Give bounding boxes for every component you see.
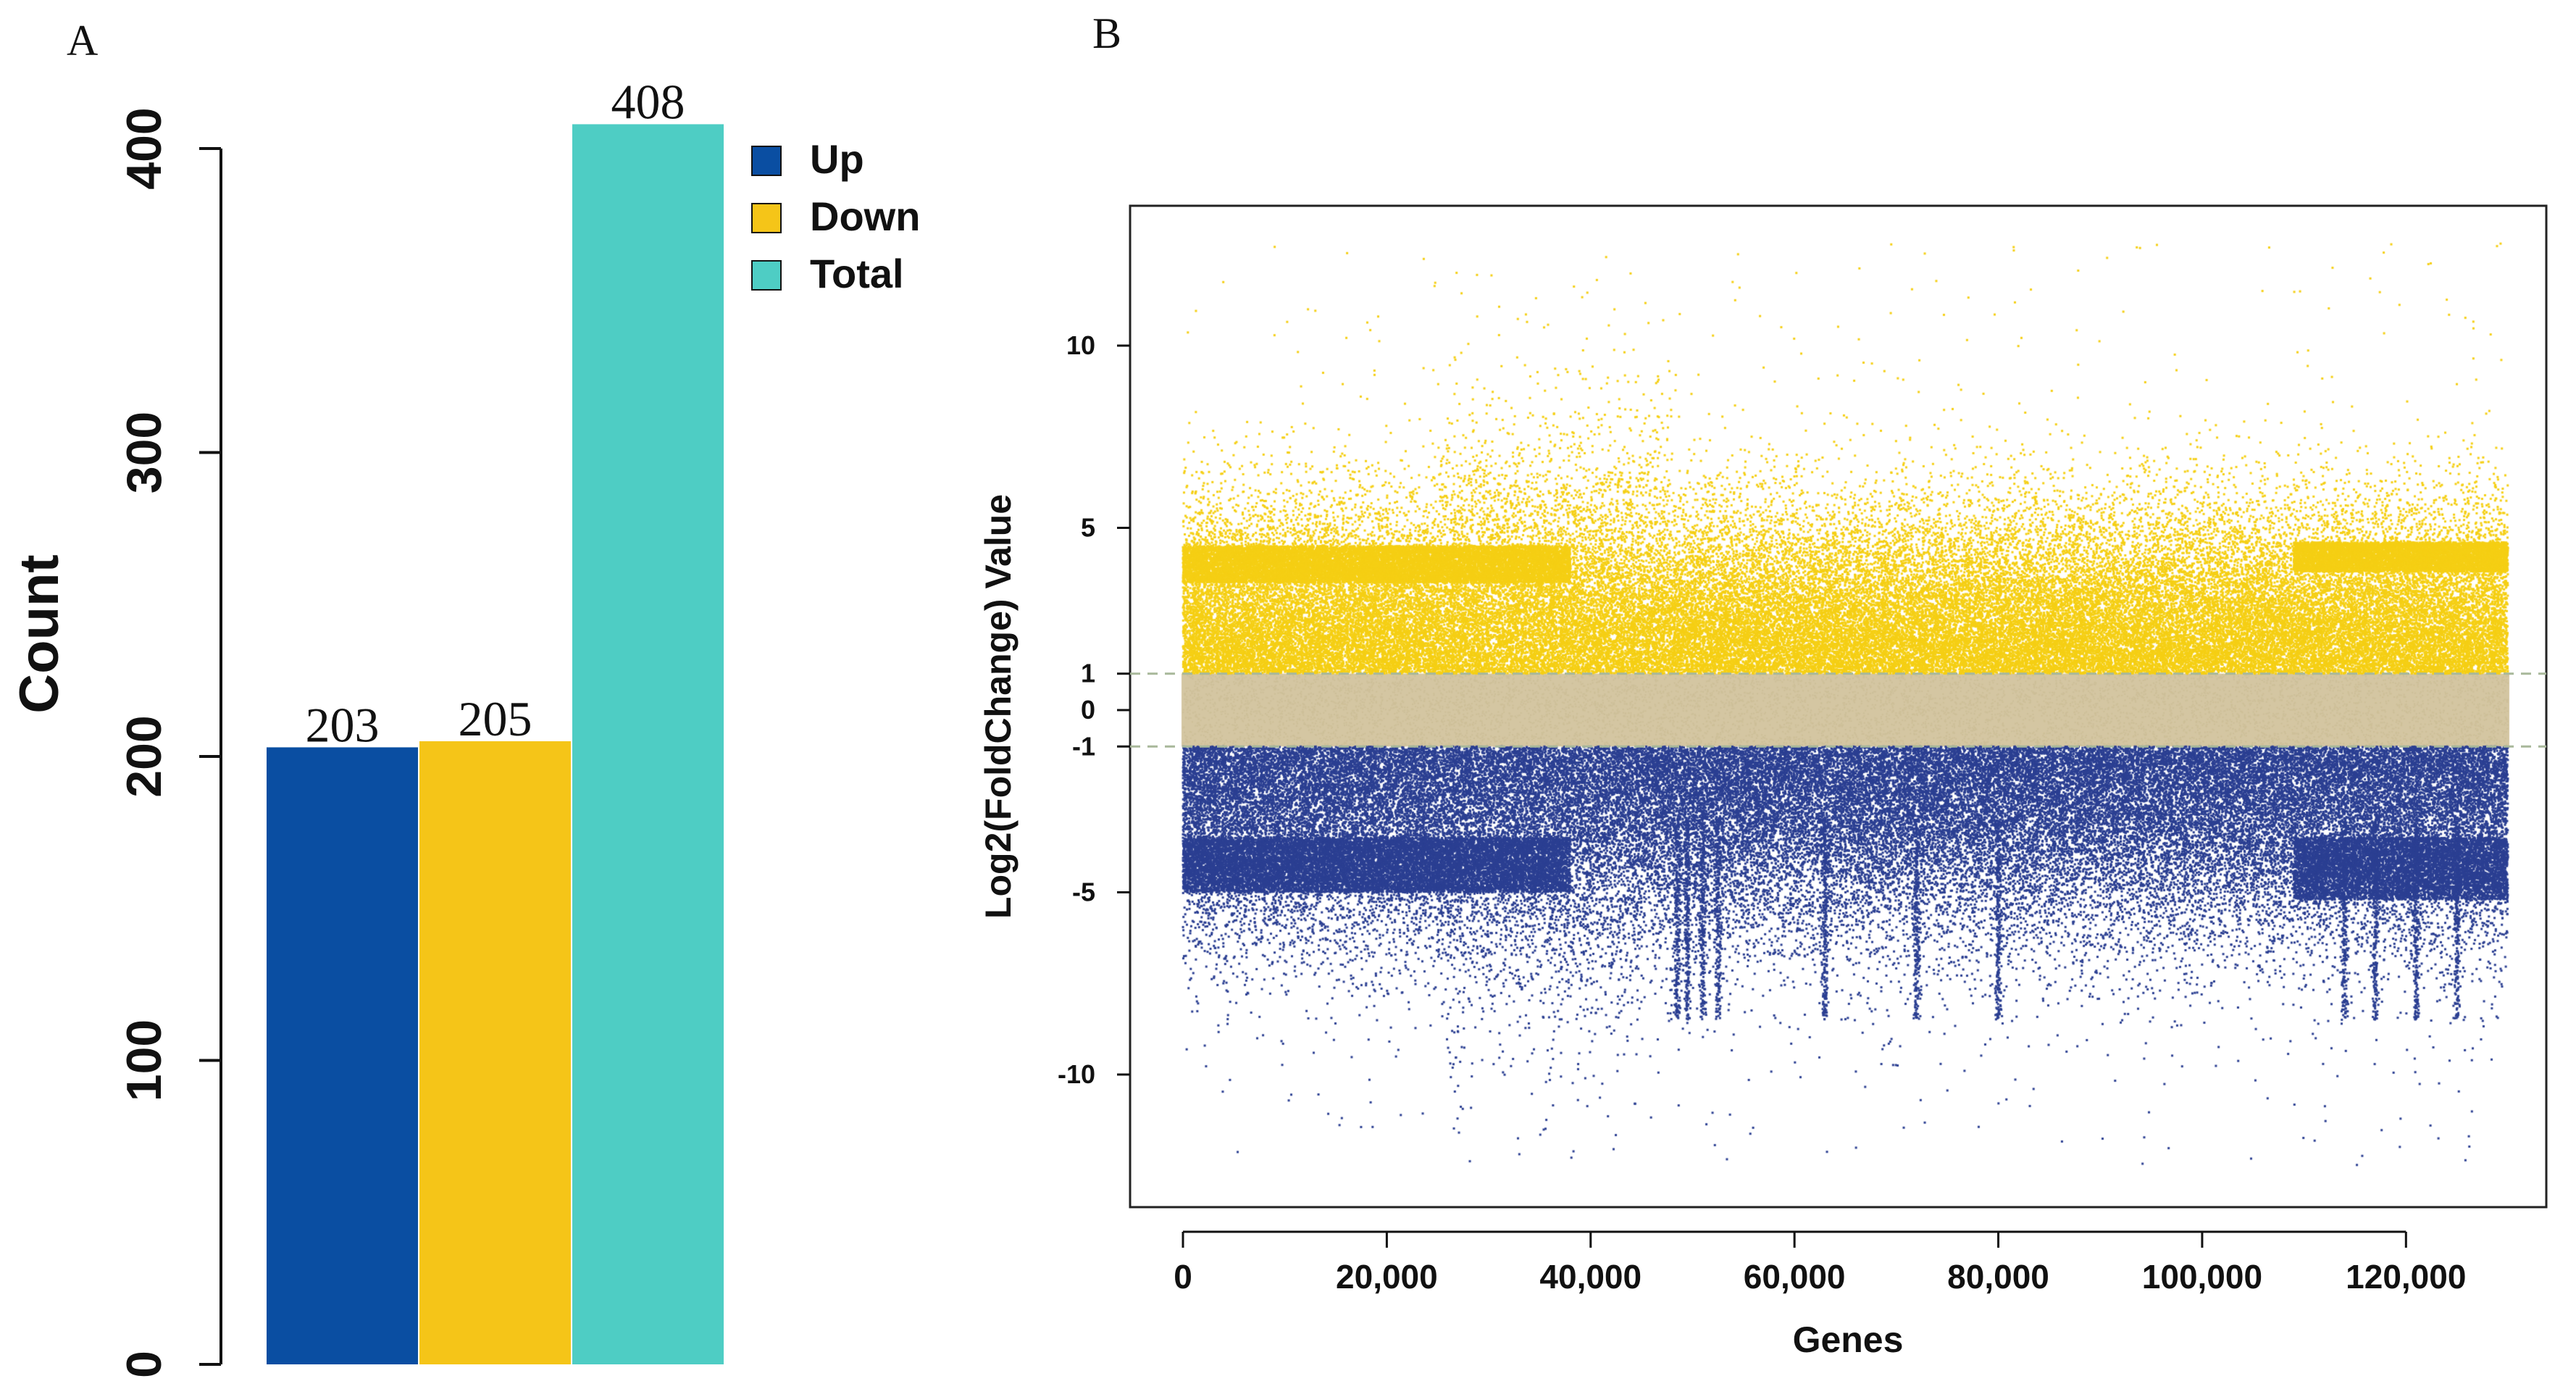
panel-letter-b: B (1092, 9, 1121, 57)
bar-y-tick-label: 0 (117, 1351, 172, 1378)
bar-y-axis: 0 100 200 300 400 (117, 107, 222, 1378)
legend-label-down: Down (810, 193, 920, 239)
panel-letter-a: A (67, 17, 98, 64)
legend-swatch-up (751, 146, 782, 176)
threshold-lines (1130, 672, 2546, 748)
scatter-x-tick-label: 120,000 (2346, 1258, 2466, 1296)
bar-y-tick-label: 300 (117, 412, 172, 493)
bar-data-label: 408 (611, 74, 685, 129)
scatter-y-tick-label: 1 (1081, 659, 1095, 688)
scatter-x-tick-label: 0 (1174, 1258, 1192, 1296)
bar-down (419, 741, 571, 1364)
bar-y-axis-title: Count (9, 554, 70, 713)
legend-label-up: Up (810, 136, 864, 182)
scatter-y-tick-label: 10 (1066, 330, 1095, 360)
scatter-y-tick-label: -10 (1058, 1059, 1095, 1089)
bar-y-tick-label: 200 (117, 715, 172, 797)
legend-swatch-down (751, 203, 782, 233)
bar-data-labels: 203 205 408 (306, 74, 685, 752)
bar-total (572, 124, 724, 1365)
scatter-x-tick-label: 20,000 (1336, 1258, 1438, 1296)
scatter-x-tick-label: 40,000 (1539, 1258, 1642, 1296)
scatter-x-tick-label: 80,000 (1947, 1258, 2049, 1296)
scatter-point-cloud (1130, 206, 2546, 1207)
scatter-y-axis-title: Log2(FoldChange) Value (978, 494, 1019, 919)
bar-y-tick-label: 100 (117, 1019, 172, 1101)
scatter-x-tick-label: 100,000 (2142, 1258, 2262, 1296)
bar-data-label: 205 (459, 691, 532, 746)
bars (267, 124, 724, 1365)
bar-up (267, 747, 418, 1364)
scatter-chart-panel: B 0 20,000 40,000 60,000 80,000 100,000 120,00… (978, 9, 2548, 1360)
scatter-points (1130, 206, 2546, 1207)
scatter-y-tick-label: 0 (1081, 695, 1095, 725)
legend-swatch-total (751, 260, 782, 291)
bar-y-tick-label: 400 (117, 107, 172, 189)
bar-legend: Up Down Total (751, 136, 920, 296)
scatter-x-tick-label: 60,000 (1744, 1258, 1846, 1296)
scatter-x-axis: 0 20,000 40,000 60,000 80,000 100,000 120,000 (1174, 1230, 2466, 1296)
bar-chart-panel: A 0 100 200 300 400 203 205 408 Count Up Down To… (9, 17, 920, 1378)
scatter-y-tick-label: -1 (1072, 731, 1095, 761)
legend-label-total: Total (810, 251, 904, 296)
scatter-x-axis-title: Genes (1793, 1319, 1904, 1360)
bar-data-label: 203 (306, 697, 380, 752)
scatter-y-tick-label: -5 (1072, 877, 1095, 907)
scatter-y-tick-label: 5 (1081, 513, 1095, 543)
